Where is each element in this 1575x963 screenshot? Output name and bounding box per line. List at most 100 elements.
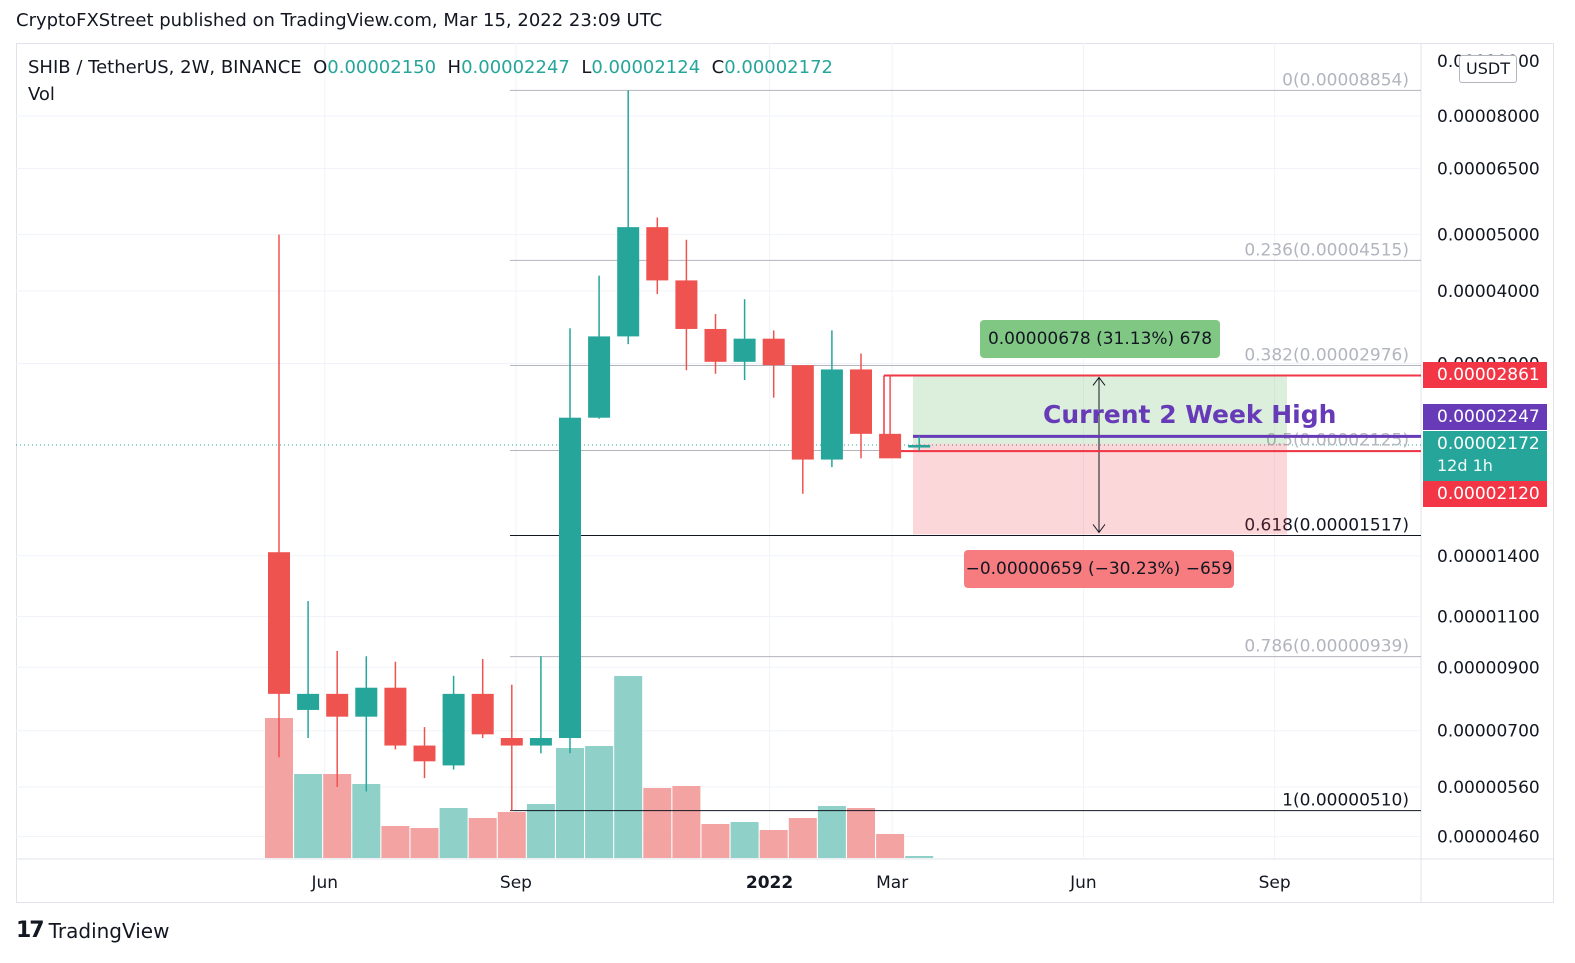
volume-bar — [410, 828, 439, 858]
candle — [879, 375, 902, 459]
volume-bar — [614, 676, 643, 858]
volume-bar — [556, 748, 584, 858]
footer-brand: 17 TradingView — [16, 918, 169, 943]
time-tick-label: Mar — [876, 873, 908, 893]
candle-body — [559, 417, 581, 739]
chart-frame — [16, 43, 1554, 903]
candle — [355, 656, 378, 792]
candle-body — [908, 444, 931, 448]
candle — [384, 661, 407, 750]
fib-level-label: 0.618(0.00001517) — [1244, 516, 1409, 536]
close-label: C — [711, 57, 725, 78]
volume-bar — [847, 808, 875, 858]
volume-bar — [788, 818, 817, 858]
candle-body — [297, 693, 320, 710]
candle-body — [588, 336, 611, 418]
stop-price-tag: 0.00002120 — [1423, 481, 1547, 507]
price-tick-label: 0.00000900 — [1437, 658, 1540, 678]
volume-bar — [439, 808, 468, 858]
ohlc-legend: SHIB / TetherUS, 2W, BINANCE O0.00002150… — [28, 57, 833, 78]
arrow-up-icon — [1092, 376, 1106, 386]
volume-bar — [643, 788, 672, 858]
fib-level-label: 0(0.00008854) — [1282, 70, 1409, 90]
price-unit-button[interactable]: USDT — [1459, 55, 1517, 83]
time-tick-label: Sep — [500, 873, 532, 893]
volume-bar — [672, 786, 701, 858]
candle — [268, 234, 290, 758]
candle — [559, 328, 581, 754]
volume-bar — [294, 774, 323, 858]
candle — [442, 675, 465, 770]
fib-level-label: 1(0.00000510) — [1282, 791, 1409, 811]
candles — [268, 90, 931, 811]
publisher-header: CryptoFXStreet published on TradingView.… — [16, 10, 663, 31]
candle — [326, 650, 349, 787]
candle — [820, 330, 843, 468]
candle — [791, 365, 814, 494]
open-label: O — [313, 57, 328, 78]
time-tick-label: Jun — [1069, 873, 1097, 893]
candle — [413, 727, 436, 779]
loss-label: −0.00000659 (−30.23%) −659 — [964, 550, 1234, 588]
candle-body — [442, 693, 465, 766]
price-tick-label: 0.00004000 — [1437, 282, 1540, 302]
profit-label: 0.00000678 (31.13%) 678 — [980, 320, 1220, 358]
candle-body — [326, 693, 349, 717]
close-value: 0.00002172 — [724, 57, 833, 78]
price-tick-label: 0.00006500 — [1437, 159, 1540, 179]
fib-level-label: 0.382(0.00002976) — [1244, 346, 1409, 366]
volume-bar — [585, 746, 614, 858]
volume-bar — [497, 812, 526, 858]
tradingview-logo-icon: 17 — [16, 918, 45, 943]
price-tick-label: 0.00000460 — [1437, 828, 1540, 848]
current-high-annotation: Current 2 Week High — [1043, 400, 1336, 429]
target-price-tag: 0.00002861 — [1423, 362, 1547, 388]
candle-body — [704, 328, 727, 362]
candle — [850, 353, 872, 459]
position-tool — [913, 375, 1287, 535]
candle-body — [850, 369, 872, 434]
volume-bar — [323, 774, 352, 858]
volume-bar — [905, 856, 934, 858]
fib-level-label: 0.786(0.00000939) — [1244, 637, 1409, 657]
candle — [675, 239, 698, 371]
price-tick-label: 0.00008000 — [1437, 107, 1540, 127]
time-tick-label: 2022 — [746, 873, 793, 893]
candle-body — [500, 738, 523, 746]
high-price-tag: 0.00002247 — [1423, 404, 1547, 430]
high-value: 0.00002247 — [461, 57, 570, 78]
volume-bar — [352, 784, 381, 858]
fib-level-label: 0.236(0.00004515) — [1244, 240, 1409, 260]
volume-bars — [265, 676, 934, 858]
symbol-label: SHIB / TetherUS, 2W, BINANCE — [28, 57, 302, 78]
open-value: 0.00002150 — [327, 57, 437, 78]
volume-legend: Vol — [28, 84, 55, 105]
candle-body — [762, 338, 785, 366]
low-label: L — [581, 57, 592, 78]
high-label: H — [447, 57, 462, 78]
candle — [762, 330, 785, 398]
candle — [500, 684, 523, 811]
candle — [704, 314, 727, 374]
price-tick-label: 0.00000560 — [1437, 778, 1540, 798]
time-tick-label: Jun — [310, 873, 338, 893]
candle-body — [733, 338, 756, 362]
candle — [733, 299, 756, 380]
candle-body — [529, 738, 552, 746]
fibonacci-retracement: 0(0.00008854) 0.236(0.00004515) 0.382(0.00… — [510, 70, 1421, 812]
loss-zone — [913, 443, 1287, 535]
volume-bar — [759, 830, 788, 858]
current-price-value: 0.00002172 — [1437, 434, 1540, 454]
candle-body — [413, 745, 436, 762]
candle — [617, 90, 640, 345]
profit-zone — [913, 375, 1287, 444]
candle — [297, 601, 320, 739]
candle-body — [268, 552, 290, 694]
candle — [646, 217, 669, 295]
candle-body — [820, 369, 843, 460]
low-value: 0.00002124 — [591, 57, 701, 78]
volume-bar — [381, 826, 410, 858]
price-tick-label: 0.00001400 — [1437, 547, 1540, 567]
grid-lines — [16, 43, 1554, 903]
